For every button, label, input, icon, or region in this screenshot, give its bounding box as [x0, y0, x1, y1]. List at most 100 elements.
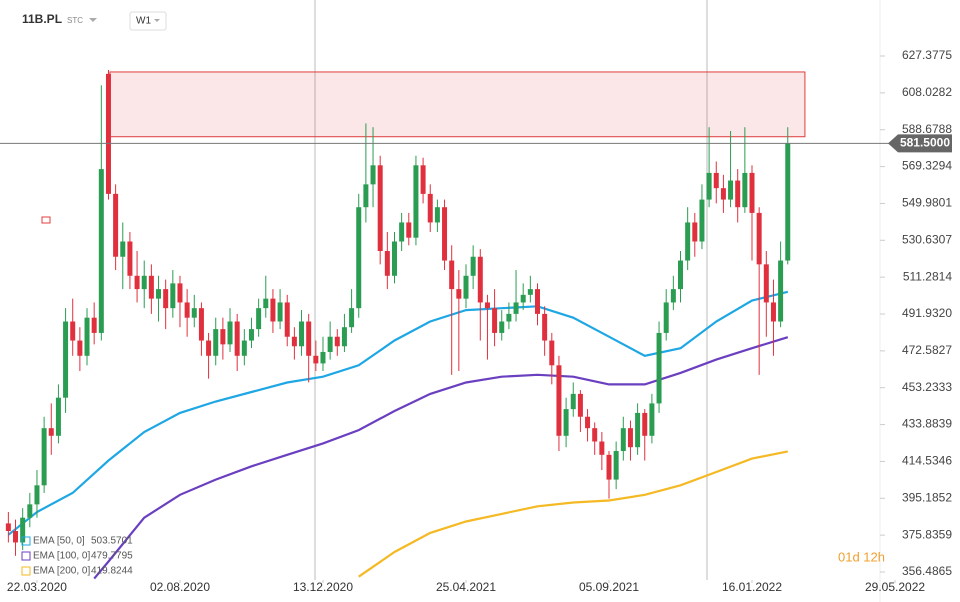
candle-body	[191, 308, 197, 318]
candle-body	[177, 283, 183, 303]
candle-body	[420, 165, 426, 194]
candle-body	[713, 172, 719, 189]
legend-swatch	[21, 536, 31, 546]
candle-body	[170, 283, 176, 309]
candle-body	[549, 340, 555, 366]
candle-body	[13, 531, 19, 543]
legend-swatch	[21, 566, 31, 576]
candle-body	[763, 264, 769, 303]
candle-body	[284, 302, 290, 337]
candle-body	[613, 451, 619, 480]
candle-body	[577, 393, 583, 417]
y-tick-label: 414.5346	[902, 454, 952, 468]
candle-body	[34, 485, 40, 505]
y-tick-label: 356.4865	[902, 564, 952, 578]
candle-body	[663, 302, 669, 333]
candle-body	[334, 336, 340, 347]
candle-body	[592, 428, 598, 442]
candle-body	[27, 504, 33, 518]
price-tag	[888, 134, 952, 153]
y-tick-label: 627.3775	[902, 48, 952, 62]
candle-body	[341, 327, 347, 347]
candle-body	[670, 289, 676, 303]
y-tick-label: 569.3294	[902, 159, 952, 173]
candle-body	[234, 321, 240, 356]
candle-body	[20, 517, 26, 543]
y-tick-label: 588.6788	[902, 122, 952, 136]
alert-icon[interactable]	[41, 216, 51, 224]
x-tick-label: 05.09.2021	[579, 580, 639, 594]
legend-value: 503.5701	[91, 536, 133, 547]
candle-body	[127, 241, 133, 276]
candle-body	[699, 199, 705, 242]
candle-body	[291, 336, 297, 347]
candle-body	[706, 172, 712, 200]
x-tick-label: 13.12.2020	[293, 580, 353, 594]
candle-body	[499, 321, 505, 333]
candle-body	[492, 308, 498, 333]
candle-body	[105, 73, 111, 194]
candle-body	[220, 329, 226, 345]
candle-body	[749, 172, 755, 213]
bar-timer: 01d 12h	[838, 549, 885, 564]
y-tick-label: 530.6307	[902, 232, 952, 246]
candle-body	[685, 222, 691, 261]
candle-body	[184, 302, 190, 318]
candle-body	[785, 143, 791, 261]
candle-body	[5, 523, 11, 532]
ema-line	[358, 450, 789, 578]
candle-body	[649, 403, 655, 436]
dropdown-arrow	[154, 19, 160, 22]
candle-body	[356, 207, 362, 309]
candle-body	[449, 260, 455, 290]
candle-body	[484, 302, 490, 309]
x-tick-label: 22.03.2020	[7, 580, 67, 594]
x-tick-label: 29.05.2022	[865, 580, 925, 594]
candle-body	[241, 340, 247, 356]
candle-body	[306, 321, 312, 356]
candle-body	[313, 355, 319, 364]
candle-body	[642, 412, 648, 436]
resistance-zone	[109, 71, 806, 138]
candle-body	[756, 212, 762, 265]
candle-body	[728, 180, 734, 200]
candle-body	[377, 165, 383, 252]
candle-body	[299, 321, 305, 347]
candle-body	[198, 308, 204, 341]
candle-body	[256, 308, 262, 330]
candle-body	[620, 428, 626, 452]
candle-body	[570, 393, 576, 410]
symbol: 11B.PL	[22, 12, 62, 26]
y-tick-label: 395.1852	[902, 490, 952, 504]
candle-body	[427, 193, 433, 223]
candle-body	[70, 321, 76, 341]
candle-body	[470, 256, 476, 276]
candle-body	[513, 302, 519, 314]
candle-body	[742, 172, 748, 208]
interval: W1	[136, 16, 151, 27]
candle-body	[720, 188, 726, 200]
dropdown-arrow[interactable]	[89, 18, 97, 22]
candle-body	[556, 365, 562, 436]
y-tick-label: 472.5827	[902, 343, 952, 357]
candle-body	[520, 294, 526, 303]
candle-body	[678, 260, 684, 290]
candle-body	[599, 441, 605, 455]
legend-swatch	[21, 551, 31, 561]
candle-body	[477, 256, 483, 303]
candle-body	[778, 260, 784, 322]
candle-body	[141, 275, 147, 290]
y-tick-label: 453.2333	[902, 380, 952, 394]
candle-body	[399, 222, 405, 242]
candle-body	[91, 317, 97, 333]
candle-body	[55, 397, 61, 436]
candle-body	[434, 207, 440, 223]
ema-line	[93, 336, 789, 580]
interval-selector[interactable]	[129, 11, 167, 31]
candle-body	[534, 289, 540, 314]
y-tick-label: 375.8359	[902, 527, 952, 541]
candle-body	[692, 222, 698, 242]
candle-body	[406, 222, 412, 238]
candle-body	[627, 428, 633, 448]
